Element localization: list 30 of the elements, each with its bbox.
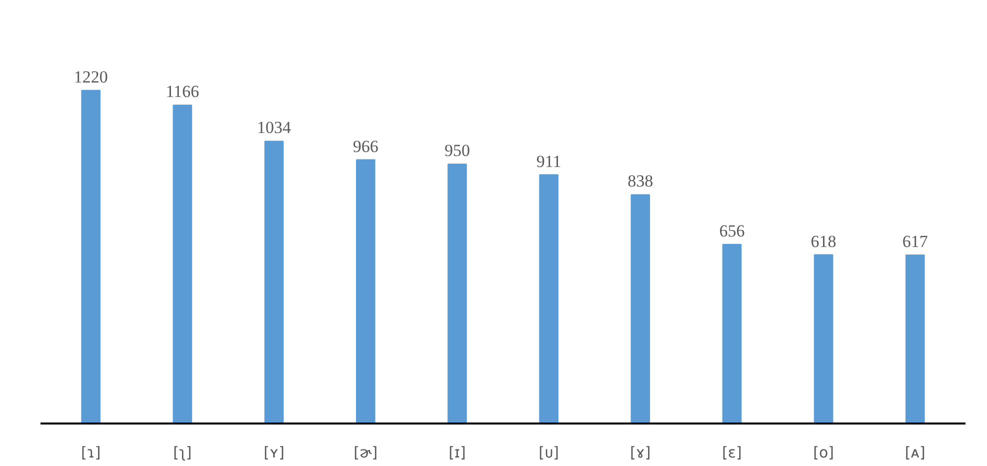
data-label: 911: [536, 152, 562, 171]
bar: [264, 140, 284, 424]
x-tick-label: [ɚ]: [354, 444, 378, 462]
x-tick-label: [ʏ]: [264, 444, 284, 462]
bar: [905, 254, 925, 424]
data-label: 617: [902, 232, 928, 252]
x-tick-label: [ɿ]: [81, 444, 101, 462]
data-label: 966: [352, 136, 378, 156]
x-tick-label: [ɪ]: [448, 444, 466, 462]
data-label: 1034: [257, 118, 292, 138]
x-tick-label: [ɛ]: [722, 444, 742, 462]
data-label: 838: [628, 172, 654, 191]
x-tick-label: [ᴜ]: [538, 444, 559, 462]
bar: [172, 104, 192, 424]
bar: [81, 90, 101, 424]
bar: [539, 174, 558, 424]
bar: [722, 244, 742, 424]
data-label: 950: [444, 141, 470, 160]
data-label: 656: [719, 221, 745, 240]
bar: [356, 159, 376, 424]
bar: [448, 164, 467, 424]
data-label: 1220: [74, 67, 108, 86]
x-tick-label: [ᴀ]: [904, 444, 926, 462]
x-tick-label: [ᴏ]: [813, 444, 834, 462]
x-tick-label: [ɤ]: [630, 444, 651, 462]
bar: [630, 194, 650, 424]
x-tick-label: [ʅ]: [173, 444, 192, 462]
data-label: 1166: [166, 82, 200, 102]
bar: [814, 254, 834, 424]
data-label: 618: [810, 232, 836, 251]
